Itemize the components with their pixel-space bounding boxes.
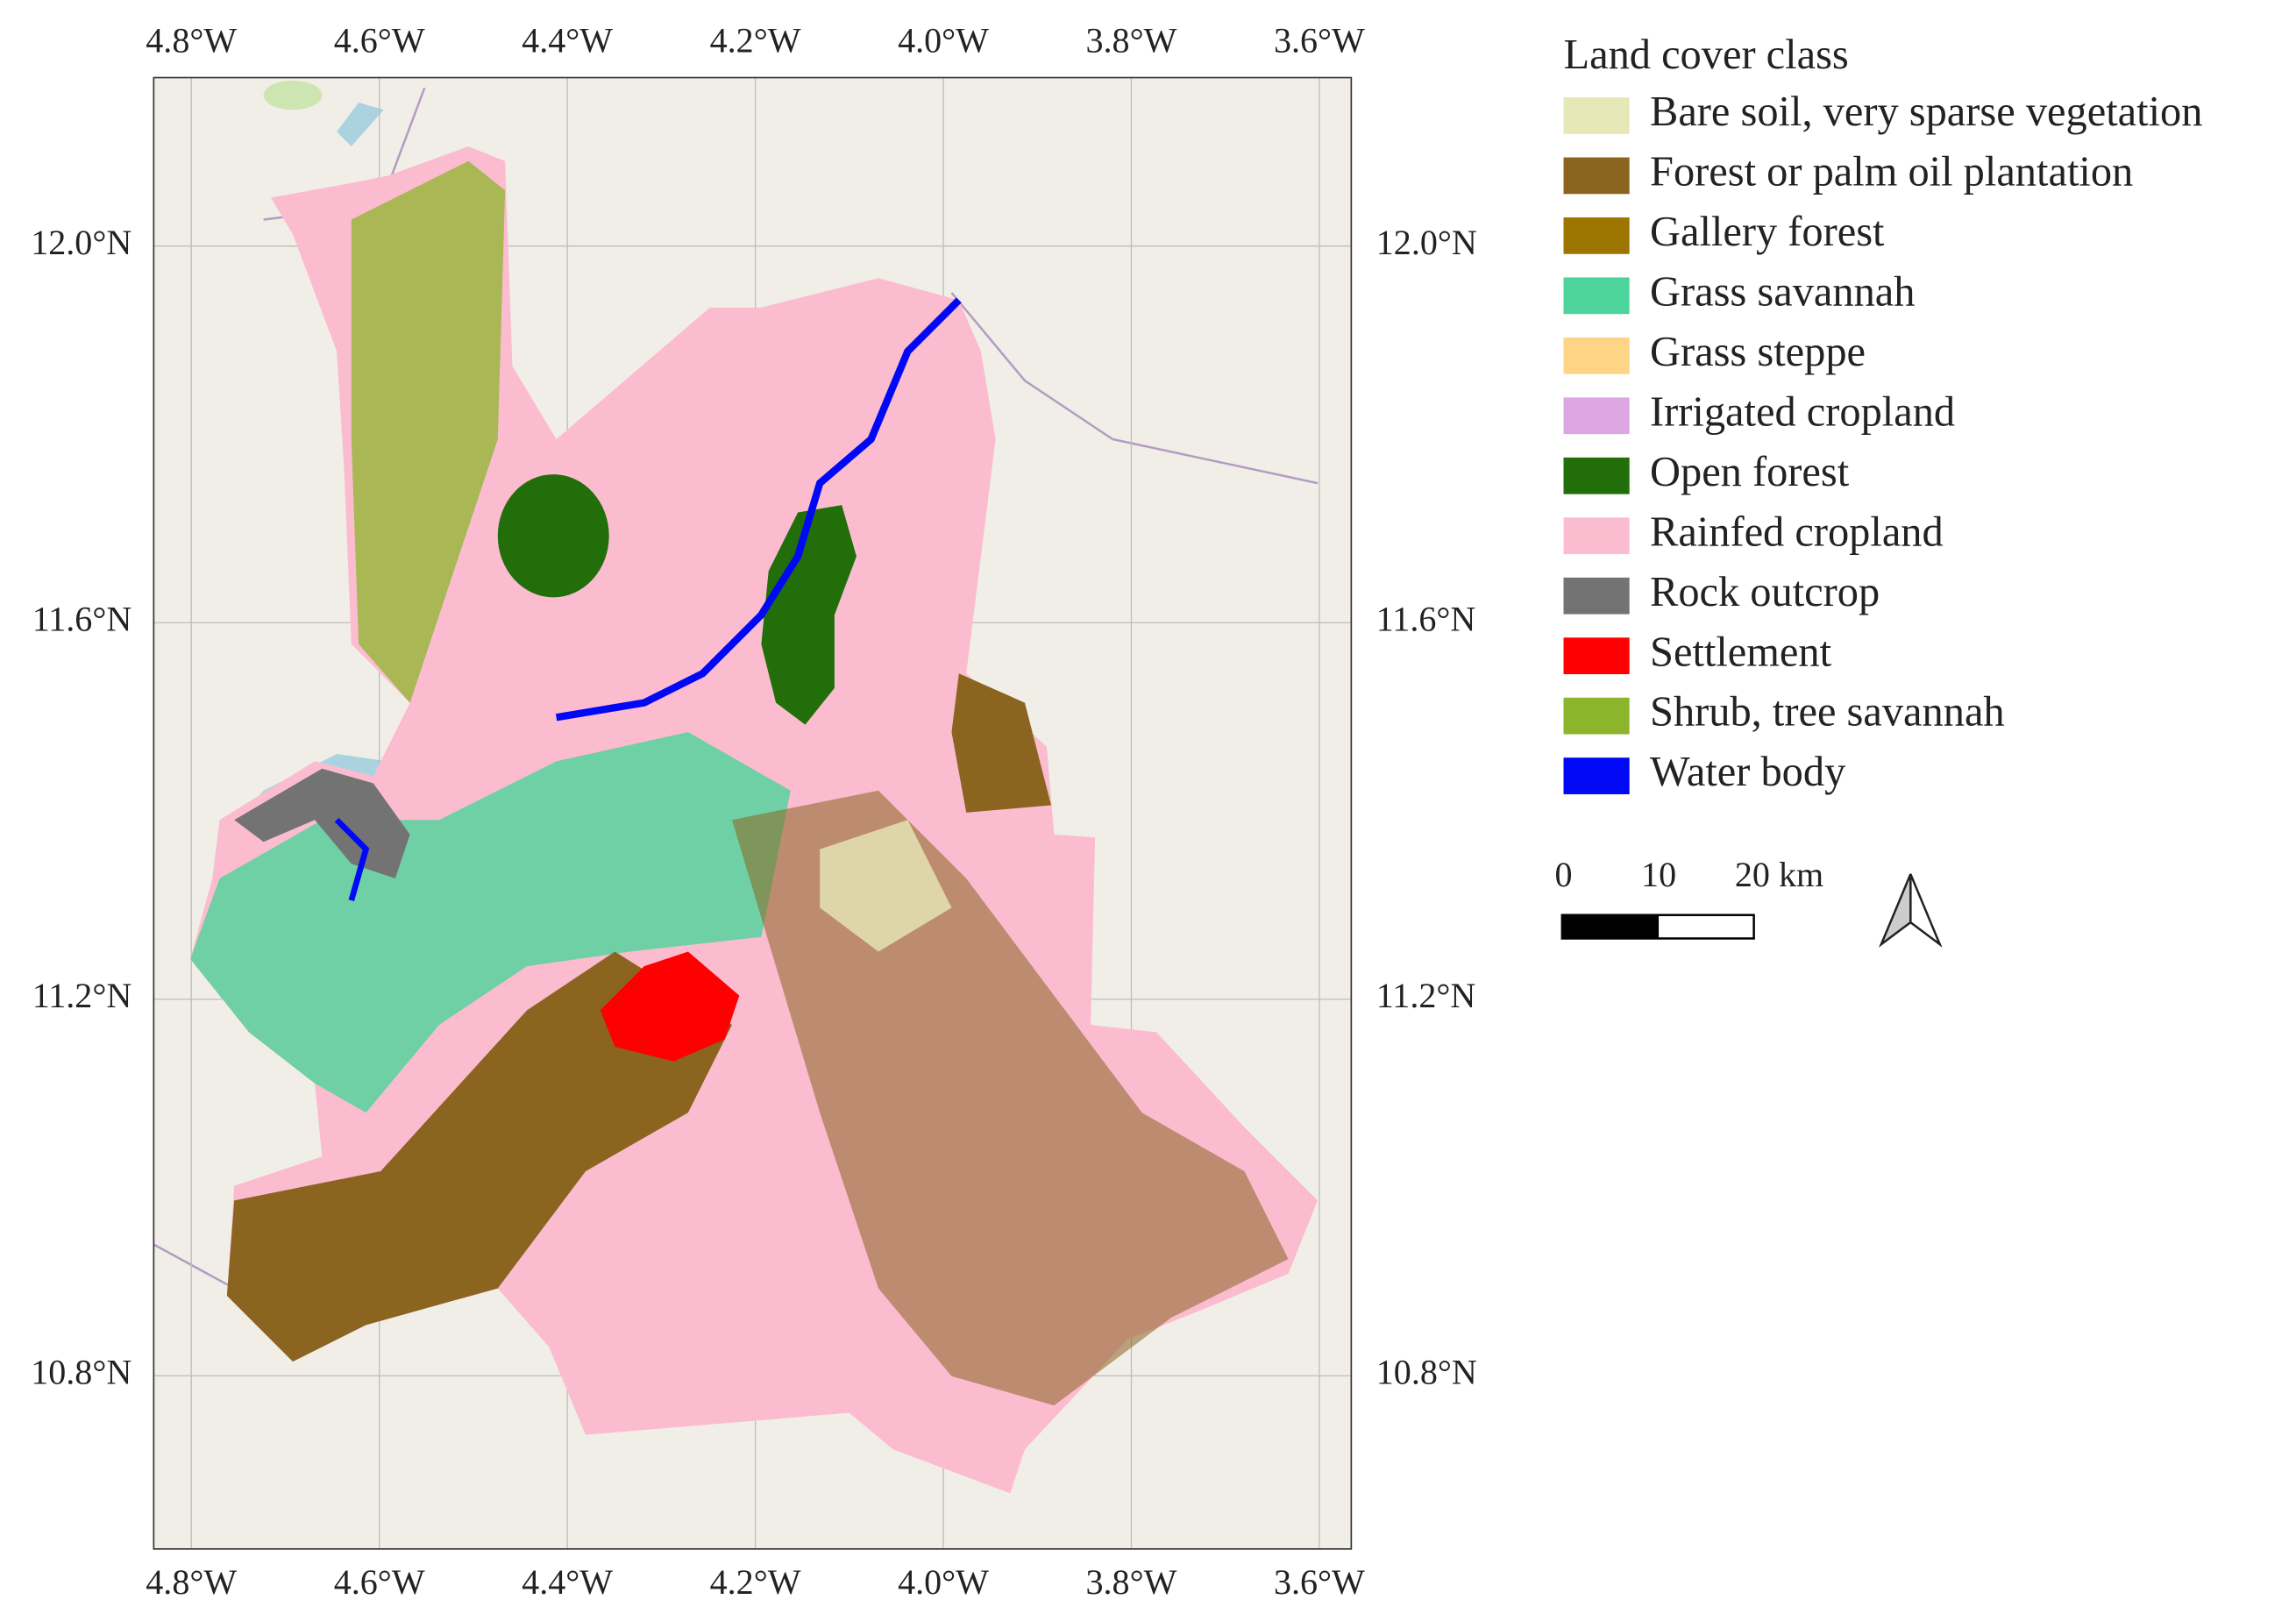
legend-label: Grass steppe	[1650, 329, 1866, 375]
x-tick-label: 4.8°W	[146, 1562, 237, 1602]
legend-swatch	[1563, 97, 1630, 134]
x-tick-label: 4.4°W	[522, 1562, 613, 1602]
x-tick-label: 4.0°W	[898, 20, 989, 60]
x-tick-label: 4.8°W	[146, 20, 237, 60]
scale-bar: 0 10 20 km	[1555, 855, 1823, 940]
y-tick-label: 10.8°N	[31, 1352, 132, 1391]
legend-label: Forest or palm oil plantation	[1650, 149, 2133, 196]
legend-label: Rock outcrop	[1650, 569, 1880, 615]
open-forest	[497, 474, 609, 598]
y-tick-label: 11.6°N	[1376, 599, 1476, 638]
bare-area	[820, 820, 952, 952]
legend-label: Open forest	[1650, 449, 1850, 495]
x-tick-label: 3.8°W	[1086, 1562, 1177, 1602]
border	[950, 292, 1319, 485]
legend-swatch	[1563, 277, 1630, 315]
x-tick-label: 3.6°W	[1274, 20, 1365, 60]
border	[153, 1243, 235, 1290]
legend-swatch	[1563, 157, 1630, 195]
y-tick-label: 12.0°N	[31, 223, 132, 262]
y-tick-label: 11.2°N	[1376, 976, 1476, 1015]
x-tick-label: 3.6°W	[1274, 1562, 1365, 1602]
forest-area	[951, 673, 1052, 813]
north-arrow-left	[1878, 873, 1912, 948]
legend-swatch	[1563, 397, 1630, 435]
legend-label: Rainfed cropland	[1650, 508, 1944, 555]
north-arrow	[1878, 873, 1943, 948]
river	[334, 817, 370, 901]
land-cover	[190, 146, 1318, 1494]
open-forest	[761, 505, 857, 725]
lake	[337, 102, 384, 147]
legend-swatch	[1563, 457, 1630, 494]
x-tick-label: 4.2°W	[710, 20, 801, 60]
legend: Land cover class Bare soil, very sparse …	[1563, 32, 2202, 795]
x-tick-label: 3.8°W	[1086, 20, 1177, 60]
legend-swatch	[1563, 697, 1630, 735]
scale-label: 0	[1555, 855, 1573, 894]
river	[555, 297, 962, 722]
y-tick-label: 12.0°N	[1376, 223, 1477, 262]
legend-label: Shrub, tree savannah	[1650, 689, 2005, 736]
x-tick-label: 4.2°W	[710, 1562, 801, 1602]
legend-label: Water body	[1650, 749, 1846, 795]
x-tick-label: 4.4°W	[522, 20, 613, 60]
y-tick-label: 10.8°N	[1376, 1352, 1477, 1391]
x-tick-label: 4.0°W	[898, 1562, 989, 1602]
x-tick-label: 4.6°W	[334, 20, 425, 60]
legend-title: Land cover class	[1564, 32, 1849, 78]
settlement	[600, 951, 740, 1062]
legend-swatch	[1563, 337, 1630, 374]
map-frame	[153, 76, 1353, 1550]
scale-label: 20 km	[1735, 855, 1823, 894]
legend-label: Irrigated cropland	[1650, 388, 1955, 435]
legend-swatch	[1563, 757, 1630, 794]
legend-label: Bare soil, very sparse vegetation	[1650, 89, 2202, 135]
legend-swatch	[1563, 217, 1630, 254]
forest-area	[226, 951, 732, 1362]
legend-label: Settlement	[1650, 629, 1832, 675]
shrub-area	[351, 160, 506, 703]
x-tick-label: 4.6°W	[334, 1562, 425, 1602]
legend-swatch	[1563, 517, 1630, 555]
legend-swatch	[1563, 637, 1630, 675]
scale-label: 10	[1641, 855, 1676, 894]
legend-swatch	[1563, 577, 1630, 615]
y-tick-label: 11.2°N	[32, 976, 132, 1015]
y-tick-label: 11.6°N	[32, 599, 132, 638]
legend-label: Gallery forest	[1650, 209, 1885, 255]
park	[263, 80, 323, 110]
scale-bar-fill	[1561, 914, 1660, 939]
legend-label: Grass savannah	[1650, 268, 1915, 315]
